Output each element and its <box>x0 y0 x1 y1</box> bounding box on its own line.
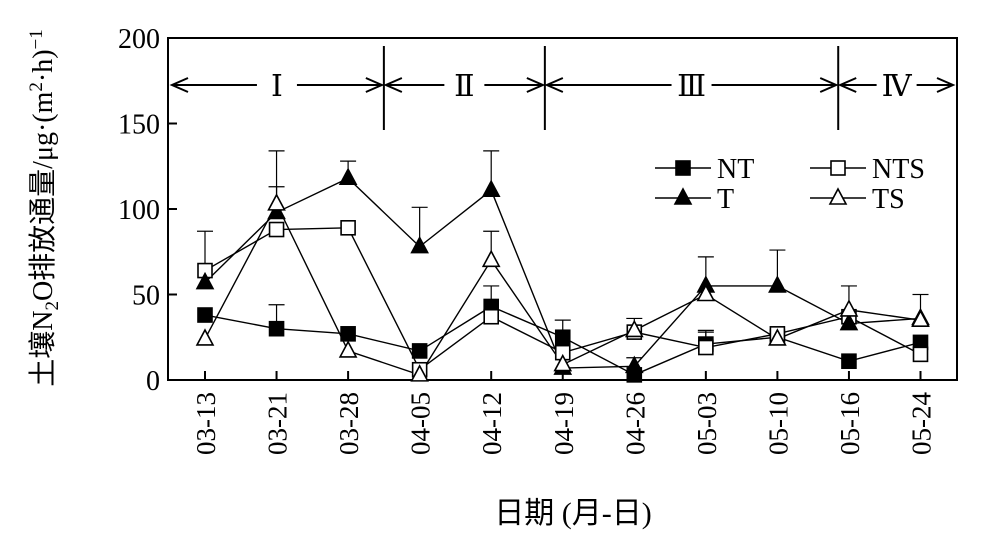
y-tick-label: 100 <box>118 195 160 226</box>
legend-marker-nt <box>675 160 691 176</box>
marker-t <box>839 312 859 331</box>
arrow-head <box>936 77 956 93</box>
marker-t <box>338 167 358 186</box>
period-label: Ⅲ <box>677 70 706 103</box>
arrow-head <box>544 77 564 93</box>
x-tick-label: 05-03 <box>692 392 722 455</box>
arrow-head <box>169 77 189 93</box>
marker-ts <box>839 299 859 317</box>
legend-label-ts: TS <box>872 184 905 215</box>
marker-nt <box>268 320 285 337</box>
marker-t <box>624 355 644 374</box>
legend-label-nts: NTS <box>872 154 925 185</box>
legend-label-t: T <box>717 184 734 215</box>
marker-ts <box>195 328 215 346</box>
marker-ts <box>481 249 501 268</box>
y-tick-label: 50 <box>132 281 160 312</box>
x-tick-label: 05-16 <box>835 392 865 455</box>
marker-nts <box>912 346 929 363</box>
marker-nts <box>340 220 356 236</box>
marker-nt <box>554 329 571 346</box>
x-tick-label: 03-28 <box>334 392 364 455</box>
marker-t <box>267 201 286 220</box>
marker-t <box>410 235 429 254</box>
x-axis-title: 日期 (月-日) <box>494 497 651 530</box>
marker-nts <box>483 308 500 325</box>
y-tick-label: 0 <box>146 366 160 397</box>
marker-ts <box>911 309 930 327</box>
period-label: Ⅱ <box>454 70 474 103</box>
x-tick-label: 04-05 <box>406 392 436 455</box>
arrow-head <box>383 77 403 93</box>
legend-marker-ts <box>828 187 848 205</box>
marker-nt <box>197 307 213 323</box>
arrow-head <box>365 77 385 93</box>
x-tick-label: 05-24 <box>907 392 937 455</box>
x-tick-label: 04-12 <box>477 392 507 455</box>
x-tick-label: 03-21 <box>263 392 293 455</box>
marker-t <box>195 271 215 290</box>
marker-ts <box>624 319 644 338</box>
marker-ts <box>338 340 358 358</box>
marker-nt <box>340 326 356 342</box>
y-axis-title: 土壤N2O排放通量/μg·(m2·h)−1 <box>26 29 63 387</box>
marker-ts <box>410 364 429 382</box>
legend-label-nt: NT <box>717 154 754 185</box>
marker-ts <box>267 193 286 211</box>
arrow-head <box>526 77 546 93</box>
marker-nts <box>698 339 714 356</box>
arrow-head <box>837 77 857 93</box>
legend-marker-nts <box>830 160 846 176</box>
marker-nt <box>841 353 857 369</box>
x-tick-label: 04-26 <box>620 392 650 455</box>
period-label: Ⅰ <box>271 70 283 103</box>
marker-t <box>768 275 787 293</box>
marker-nt <box>411 343 428 359</box>
plot-layer: 0 50 100 150 200 03-13 03-21 03-28 04-05 04-12 04-… <box>118 24 958 455</box>
legend-marker-t <box>673 187 693 205</box>
marker-t <box>481 179 501 197</box>
marker-ts <box>553 353 573 372</box>
y-tick-label: 150 <box>118 110 160 141</box>
marker-ts <box>768 328 787 346</box>
arrow-head <box>819 77 839 93</box>
marker-nts <box>268 221 285 238</box>
x-tick-label: 04-19 <box>549 392 579 455</box>
x-tick-label: 05-10 <box>763 392 793 455</box>
x-tick-label: 03-13 <box>191 392 221 455</box>
marker-ts <box>696 283 716 302</box>
y-tick-label: 200 <box>118 24 160 55</box>
period-label: Ⅳ <box>882 70 913 103</box>
